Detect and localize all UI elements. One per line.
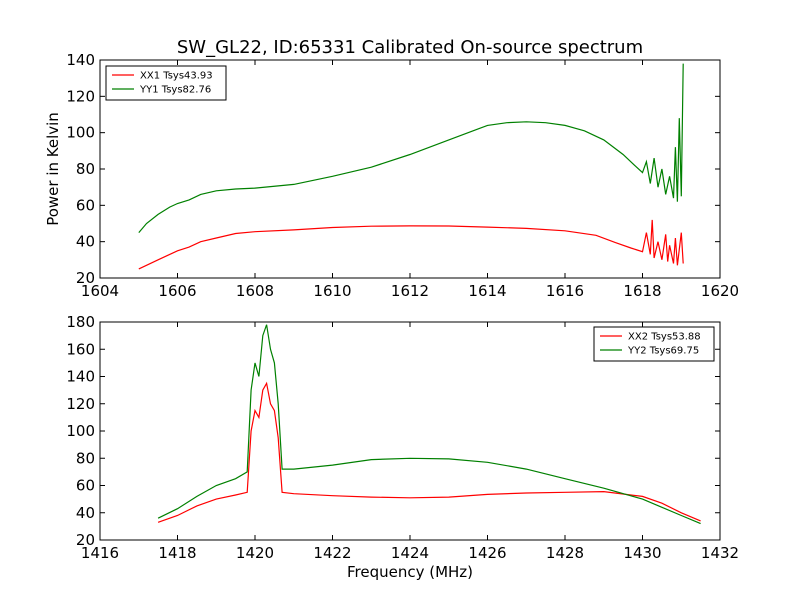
legend: XX1 Tsys43.93 YY1 Tsys82.76 [105,65,227,101]
y-tick-label: 100 [66,124,95,142]
y-tick-label: 20 [76,531,95,549]
y-tick-label: 20 [76,269,95,287]
x-tick-label: 1428 [546,544,584,562]
x-tick-label: 1430 [623,544,661,562]
legend-label: YY2 Tsys69.75 [627,346,699,357]
y-tick-label: 40 [76,504,95,522]
series-line-2 [138,63,684,233]
y-tick-label: 40 [76,233,95,251]
y-tick-label: 140 [66,51,95,69]
x-tick-label: 1420 [236,544,274,562]
bottom-panel: 1416 1418 1420 1422 1424 1426 1428 1430 1432 20 40… [66,313,739,562]
x-tick-label: 1610 [313,282,351,300]
x-tick-label: 1604 [81,282,119,300]
legend-label: XX2 Tsys53.88 [628,332,701,343]
x-axis-label: Frequency (MHz) [347,563,473,581]
y-tick-label: 80 [76,160,95,178]
x-tick-label: 1614 [468,282,506,300]
y-tick-label: 60 [76,196,95,214]
legend-box [593,326,715,362]
legend-box [105,65,227,101]
y-tick-label: 120 [66,87,95,105]
y-axis-label: Power in Kelvin [44,112,62,226]
x-tick-label: 1422 [313,544,351,562]
legend: XX2 Tsys53.88 YY2 Tsys69.75 [593,326,715,362]
x-tick-label: 1418 [158,544,196,562]
series-line-2 [157,324,701,525]
x-tick-label: 1612 [391,282,429,300]
x-tick-label: 1424 [391,544,429,562]
x-tick-label: 1620 [701,282,739,300]
series-line-1 [157,381,701,523]
y-tick-label: 140 [66,368,95,386]
x-tick-label: 1432 [701,544,739,562]
y-tick-label: 180 [66,313,95,331]
chart-title: SW_GL22, ID:65331 Calibrated On-source s… [177,37,643,58]
legend-label: XX1 Tsys43.93 [140,71,213,82]
legend-label: YY1 Tsys82.76 [139,85,211,96]
x-tick-label: 1416 [81,544,119,562]
x-tick-label: 1608 [236,282,274,300]
y-tick-label: 80 [76,449,95,467]
y-tick-label: 160 [66,340,95,358]
x-tick-label: 1426 [468,544,506,562]
x-tick-label: 1606 [158,282,196,300]
x-tick-label: 1616 [546,282,584,300]
y-tick-label: 60 [76,477,95,495]
y-tick-label: 120 [66,395,95,413]
series-line-1 [138,219,684,270]
y-tick-label: 100 [66,422,95,440]
x-tick-label: 1618 [623,282,661,300]
top-panel: 1604 1606 1608 1610 1612 1614 1616 1618 1620 20 40… [66,51,739,300]
